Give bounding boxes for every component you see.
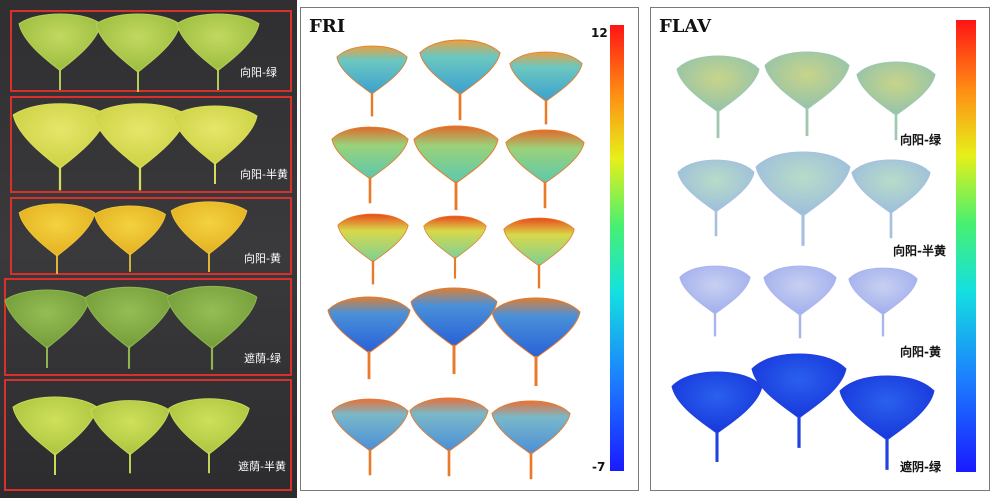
flav-leaf-map — [670, 370, 764, 464]
photo-row-box-4 — [4, 278, 292, 376]
leaf-photo — [18, 12, 102, 92]
photo-row-label-4: 遮荫-绿 — [244, 352, 281, 365]
flav-leaf-map — [754, 150, 852, 248]
fri-leaf-map — [508, 50, 584, 126]
photo-row-label-2: 向阳-半黄 — [240, 168, 288, 181]
flav-row-2 — [676, 150, 932, 248]
flav-row-4 — [670, 352, 936, 472]
fri-leaf-map — [490, 399, 572, 481]
fri-row-3 — [336, 212, 576, 290]
photo-row-leaves-4 — [3, 285, 258, 371]
fri-leaf-map — [504, 128, 586, 210]
leaf-photo — [18, 202, 96, 275]
leaf-photo-panel: 向阳-绿 向阳-半黄 向阳-黄 遮荫-绿 遮荫-半黄 — [0, 0, 297, 498]
photo-row-box-2 — [10, 96, 292, 193]
photo-row-label-1: 向阳-绿 — [240, 66, 277, 79]
fri-leaf-maps — [326, 25, 624, 481]
flav-leaf-map — [750, 352, 848, 450]
fri-leaf-map — [490, 296, 582, 388]
fri-leaf-map — [409, 286, 499, 376]
photo-row-box-5 — [4, 379, 292, 491]
flav-leaf-map — [675, 54, 761, 140]
fri-colorbar-min-label: -7 — [592, 460, 606, 474]
fri-leaf-map — [335, 44, 409, 118]
leaf-photo — [11, 395, 99, 477]
fri-row-2 — [330, 124, 586, 212]
photo-row-box-1 — [10, 10, 292, 92]
fri-leaf-map — [326, 295, 412, 381]
fri-leaf-map — [336, 212, 410, 286]
leaf-photo — [83, 286, 175, 370]
fri-leaf-map — [330, 397, 410, 477]
leaf-photo — [170, 200, 248, 273]
fri-leaf-map — [412, 124, 500, 212]
flav-leaf-map — [855, 60, 937, 142]
flav-map-panel: FLAV — [650, 7, 990, 491]
leaf-photo — [89, 399, 171, 475]
fri-leaf-map — [408, 396, 490, 478]
fri-row-1 — [335, 38, 584, 126]
flav-panel-title: FLAV — [659, 16, 712, 37]
flav-row-1 — [675, 50, 937, 142]
flav-colorbar — [956, 20, 976, 472]
leaf-photo — [12, 102, 108, 192]
photo-row-label-5: 遮荫-半黄 — [238, 460, 286, 473]
flav-leaf-map — [838, 374, 936, 472]
flav-row-label-2: 向阳-半黄 — [893, 244, 946, 258]
flav-leaf-map — [678, 264, 752, 338]
fri-colorbar-max-label: 12 — [591, 26, 608, 40]
fri-leaf-map — [330, 125, 410, 205]
fri-leaf-map — [422, 214, 488, 280]
flav-row-label-1: 向阳-绿 — [900, 133, 941, 147]
leaf-photo — [94, 12, 182, 94]
fri-panel-title: FRI — [309, 16, 346, 37]
fri-row-5 — [330, 396, 572, 481]
flav-leaf-maps — [670, 20, 976, 472]
flav-leaf-map — [762, 264, 838, 340]
fri-map-panel: FRI — [300, 7, 639, 491]
fri-leaf-map — [418, 38, 502, 122]
flav-row-3 — [678, 264, 919, 340]
fri-leaf-map — [502, 216, 576, 290]
photo-row-leaves-1 — [18, 12, 260, 94]
photo-row-label-3: 向阳-黄 — [244, 252, 281, 265]
photo-row-leaves-2 — [12, 102, 259, 192]
leaf-photo — [93, 205, 167, 273]
leaf-photo — [3, 288, 91, 370]
flav-row-label-3: 向阳-黄 — [900, 345, 941, 359]
flav-row-label-4: 遮阴-绿 — [900, 460, 941, 474]
leaf-photo-canvas — [3, 10, 292, 491]
photo-row-leaves-5 — [11, 395, 251, 477]
fri-row-4 — [326, 286, 582, 388]
flav-leaf-map — [763, 50, 851, 138]
flav-leaf-map — [676, 158, 756, 238]
photo-row-leaves-3 — [18, 200, 248, 275]
flav-leaf-map — [850, 158, 932, 240]
photo-row-box-3 — [10, 197, 292, 275]
flav-leaf-map — [847, 266, 919, 338]
fri-colorbar — [610, 25, 624, 471]
